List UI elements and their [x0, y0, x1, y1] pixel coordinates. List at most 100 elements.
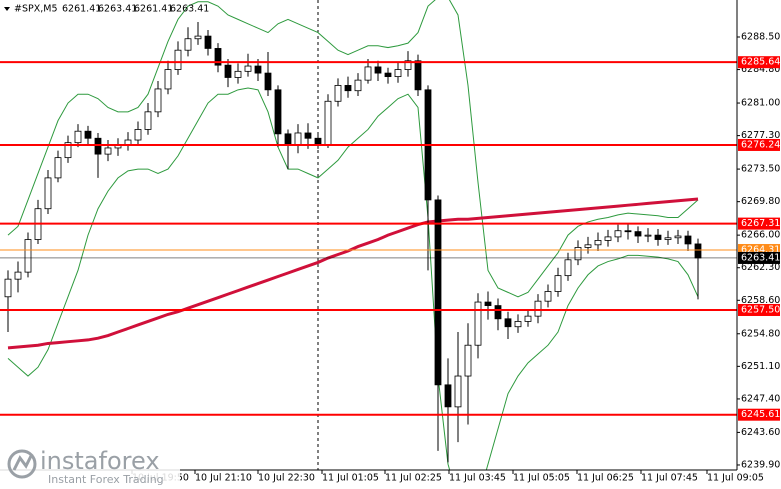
y-tick-label: 6284.80 [741, 64, 780, 75]
candle-body [634, 231, 642, 237]
candle-body [284, 133, 292, 146]
candle-body [474, 301, 482, 346]
y-tick-label: 6281.00 [741, 98, 780, 109]
last-price-label: 6263.41 [741, 252, 780, 263]
candle-body [134, 129, 142, 141]
candle-body [674, 235, 682, 239]
y-tick-label: 6277.30 [741, 130, 780, 141]
symbol: #SPX,M5 [14, 4, 58, 15]
candle-body [244, 65, 252, 72]
candle-body [594, 240, 602, 246]
x-tick-label: 10 Jul 22:30 [258, 473, 315, 484]
candle-body [644, 234, 652, 237]
support-resistance-level-label: 6257.50 [741, 304, 780, 315]
x-tick-label: 10 Jul 21:10 [195, 473, 252, 484]
y-tick-label: 6269.80 [741, 196, 780, 207]
support-resistance-level-tag [738, 408, 780, 421]
candle-body [74, 130, 82, 144]
candle-body [354, 79, 362, 92]
candle-body [514, 321, 522, 328]
candle-body [264, 72, 272, 91]
candle-body [44, 177, 52, 210]
candle-body [104, 147, 112, 155]
candle-body [174, 49, 182, 70]
candle-body [64, 142, 72, 159]
support-resistance-level-tag [738, 303, 780, 316]
candle-body [364, 66, 372, 81]
candle-body [484, 301, 492, 306]
y-tick-label: 6239.90 [741, 459, 780, 470]
logo-mark [12, 453, 34, 471]
candle-body [544, 291, 552, 302]
indicator-line [7, 197, 699, 350]
support-resistance-level-tag [738, 56, 780, 69]
candle-body [194, 35, 202, 40]
candle-body [24, 239, 32, 273]
candle-body [574, 247, 582, 261]
y-tick-label: 6273.50 [741, 164, 780, 175]
candle-body [94, 137, 102, 155]
candle-body [54, 157, 62, 179]
candle-body [564, 259, 572, 277]
candle-body [494, 305, 502, 320]
candle-body [164, 69, 172, 90]
candle-body [394, 69, 402, 78]
header: #SPX,M5 6261.41 6263.41 6261.41 6263.41 [4, 4, 209, 15]
candle-body [454, 375, 462, 408]
candle-body [604, 236, 612, 241]
candle-body [204, 35, 212, 49]
candle-body [274, 89, 282, 135]
x-tick-label: 11 Jul 02:25 [385, 473, 442, 484]
x-tick-label: 11 Jul 06:25 [577, 473, 634, 484]
header-icon [4, 7, 10, 11]
watermark: instaforex Instant Forex Trading [0, 444, 180, 489]
candle-body [344, 85, 352, 92]
candle-body [684, 235, 692, 245]
y-tick-label: 6262.30 [741, 262, 780, 273]
watermark-bg [0, 444, 180, 489]
support-resistance-level-label: 6285.64 [741, 57, 780, 68]
candle-body [624, 230, 632, 233]
y-tick-label: 6266.00 [741, 230, 780, 241]
candle-body [584, 244, 592, 248]
candle-body [654, 234, 662, 240]
candle-body [554, 275, 562, 292]
candle-body [374, 66, 382, 74]
support-resistance-level-tag [738, 138, 780, 151]
candle-body [304, 132, 312, 139]
candle-body [314, 137, 322, 145]
y-tick-label: 6243.60 [741, 427, 780, 438]
watermark-name: instaforex [40, 447, 160, 475]
candle-body [414, 60, 422, 91]
candle-body [224, 64, 232, 78]
candle-body [294, 132, 302, 146]
x-tick-label: 11 Jul 05:05 [513, 473, 570, 484]
x-tick-label: 11 Jul 03:45 [449, 473, 506, 484]
candle-body [404, 60, 412, 70]
candle-body [434, 199, 442, 386]
ohlc-open: 6261.41 [62, 4, 101, 15]
candle-body [614, 230, 622, 238]
indicator-line [7, 87, 699, 470]
candle-body [154, 88, 162, 113]
support-resistance-level-label: 6245.61 [741, 409, 780, 420]
candle-body [384, 72, 392, 78]
support-resistance-level-label: 6267.31 [741, 218, 780, 229]
x-tick-label: 11 Jul 09:05 [707, 473, 764, 484]
candle-body [14, 271, 22, 280]
logo-ring [7, 449, 37, 479]
last-price-tag [738, 251, 780, 264]
ohlc-high: 6263.41 [98, 4, 137, 15]
support-resistance-level-label: 6276.24 [741, 139, 780, 150]
y-tick-label: 6288.50 [741, 31, 780, 42]
y-tick-label: 6258.60 [741, 295, 780, 306]
candle-body [4, 278, 12, 298]
candle-body [254, 65, 262, 74]
candle-body [84, 130, 92, 139]
candle-body [664, 237, 672, 240]
candle-body [234, 70, 242, 78]
y-tick-label: 6247.40 [741, 393, 780, 404]
ohlc-low: 6261.41 [134, 4, 173, 15]
